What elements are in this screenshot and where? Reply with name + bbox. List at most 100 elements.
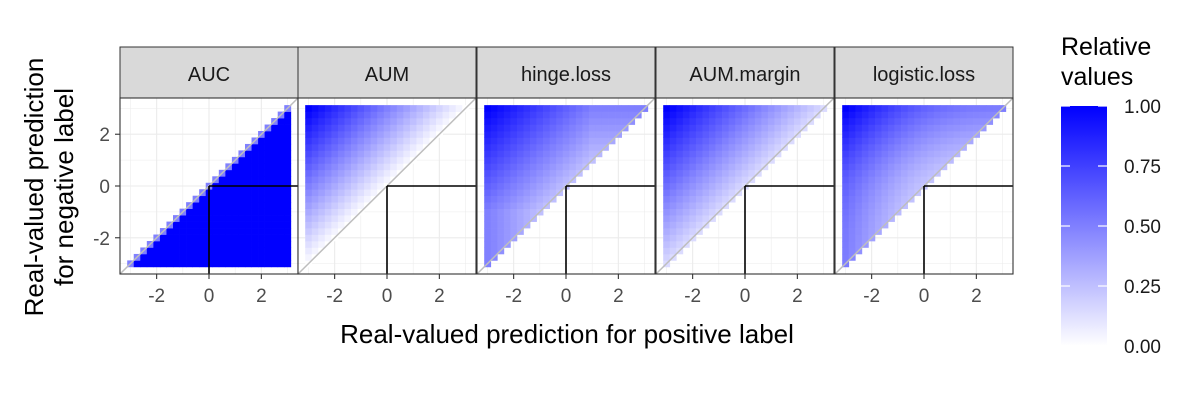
heatmap-tile (842, 156, 850, 164)
heatmap-tile (324, 150, 332, 158)
heatmap-tile (377, 105, 385, 112)
heatmap-tile (251, 253, 259, 261)
heatmap-tile (888, 143, 895, 151)
heatmap-tile (396, 150, 404, 158)
heatmap-tile (173, 253, 180, 261)
heatmap-tile (186, 215, 193, 222)
heatmap-tile (383, 105, 391, 112)
heatmap-tile (357, 163, 365, 171)
heatmap-tile (251, 156, 259, 164)
heatmap-tile (503, 234, 511, 242)
heatmap-tile (331, 105, 339, 112)
heatmap-tile (676, 182, 684, 190)
heatmap-tile (709, 163, 716, 171)
heatmap-tile (503, 195, 511, 203)
heatmap-tile (549, 131, 557, 138)
heatmap-tile (741, 163, 749, 171)
heatmap-tile (284, 124, 292, 132)
heatmap-tile (536, 202, 544, 209)
heatmap-tile (305, 150, 313, 158)
heatmap-tile (284, 234, 292, 242)
heatmap-tile (258, 234, 265, 242)
heatmap-tile (855, 182, 863, 190)
heatmap-tile (920, 137, 928, 145)
heatmap-tile (702, 156, 710, 164)
heatmap-tile (855, 215, 863, 222)
heatmap-tile (669, 124, 677, 132)
heatmap-tile (409, 137, 417, 145)
facet-panel-AUM: AUM-2 0 2 (297, 46, 477, 307)
heatmap-tile (516, 169, 524, 177)
heatmap-tile (874, 221, 882, 229)
heatmap-tile (676, 241, 684, 248)
heatmap-tile (842, 105, 850, 112)
heatmap-tile (351, 202, 358, 209)
heatmap-tile (761, 111, 769, 119)
heatmap-tile (153, 241, 161, 248)
heatmap-tile (894, 111, 902, 119)
heatmap-tile (370, 176, 378, 184)
heatmap-tile (848, 182, 856, 190)
heatmap-tile (284, 241, 292, 248)
heatmap-tile (767, 143, 775, 151)
heatmap-tile (238, 260, 246, 268)
heatmap-tile (530, 105, 537, 112)
heatmap-tile (490, 143, 498, 151)
heatmap-tile (264, 150, 272, 158)
heatmap-tile (436, 105, 443, 112)
heatmap-tile (199, 260, 207, 268)
heatmap-tile (324, 195, 332, 203)
heatmap-tile (848, 241, 856, 248)
heatmap-tile (497, 111, 505, 119)
heatmap-tile (530, 195, 537, 203)
heatmap-tile (888, 111, 895, 119)
heatmap-tile (927, 118, 935, 125)
heatmap-tile (536, 118, 544, 125)
heatmap-tile (748, 111, 756, 119)
heatmap-tile (436, 111, 443, 119)
heatmap-tile (396, 137, 404, 145)
heatmap-tile (331, 182, 339, 190)
heatmap-tile (722, 124, 729, 132)
heatmap-tile (907, 118, 915, 125)
facet-strip (119, 46, 299, 99)
heatmap-tile (848, 143, 856, 151)
heatmap-tile (669, 195, 677, 203)
heatmap-tile (676, 195, 684, 203)
legend-tick-label: 1.00 (1124, 97, 1161, 118)
heatmap-tile (754, 131, 762, 138)
heatmap-tile (702, 124, 710, 132)
heatmap-tile (331, 189, 339, 197)
heatmap-tile (933, 163, 941, 171)
heatmap-tile (848, 189, 856, 197)
heatmap-tile (536, 163, 544, 171)
heatmap-tile (305, 143, 313, 151)
heatmap-tile (702, 137, 710, 145)
heatmap-tile (536, 156, 544, 164)
heatmap-tile (318, 143, 326, 151)
heatmap-tile (258, 143, 265, 151)
heatmap-tile (383, 143, 391, 151)
heatmap-tile (324, 163, 332, 171)
facet-strip-label: AUM (365, 64, 409, 86)
heatmap-tile (344, 208, 352, 216)
heatmap-tile (351, 195, 358, 203)
heatmap-tile (874, 182, 882, 190)
heatmap-tile (848, 118, 856, 125)
heatmap-tile (914, 137, 922, 145)
heatmap-tile (748, 150, 756, 158)
heatmap-tile (311, 156, 319, 164)
heatmap-tile (497, 234, 505, 242)
heatmap-tile (231, 260, 239, 268)
heatmap-tile (324, 215, 332, 222)
heatmap-tile (251, 247, 259, 255)
heatmap-tile (455, 105, 463, 112)
heatmap-tile (556, 150, 564, 158)
heatmap-tile (663, 150, 671, 158)
heatmap-tile (914, 163, 922, 171)
heatmap-tile (682, 118, 690, 125)
heatmap-tile (244, 241, 252, 248)
heatmap-tile (244, 215, 252, 222)
heatmap-tile (722, 176, 729, 184)
heatmap-tile (284, 156, 292, 164)
